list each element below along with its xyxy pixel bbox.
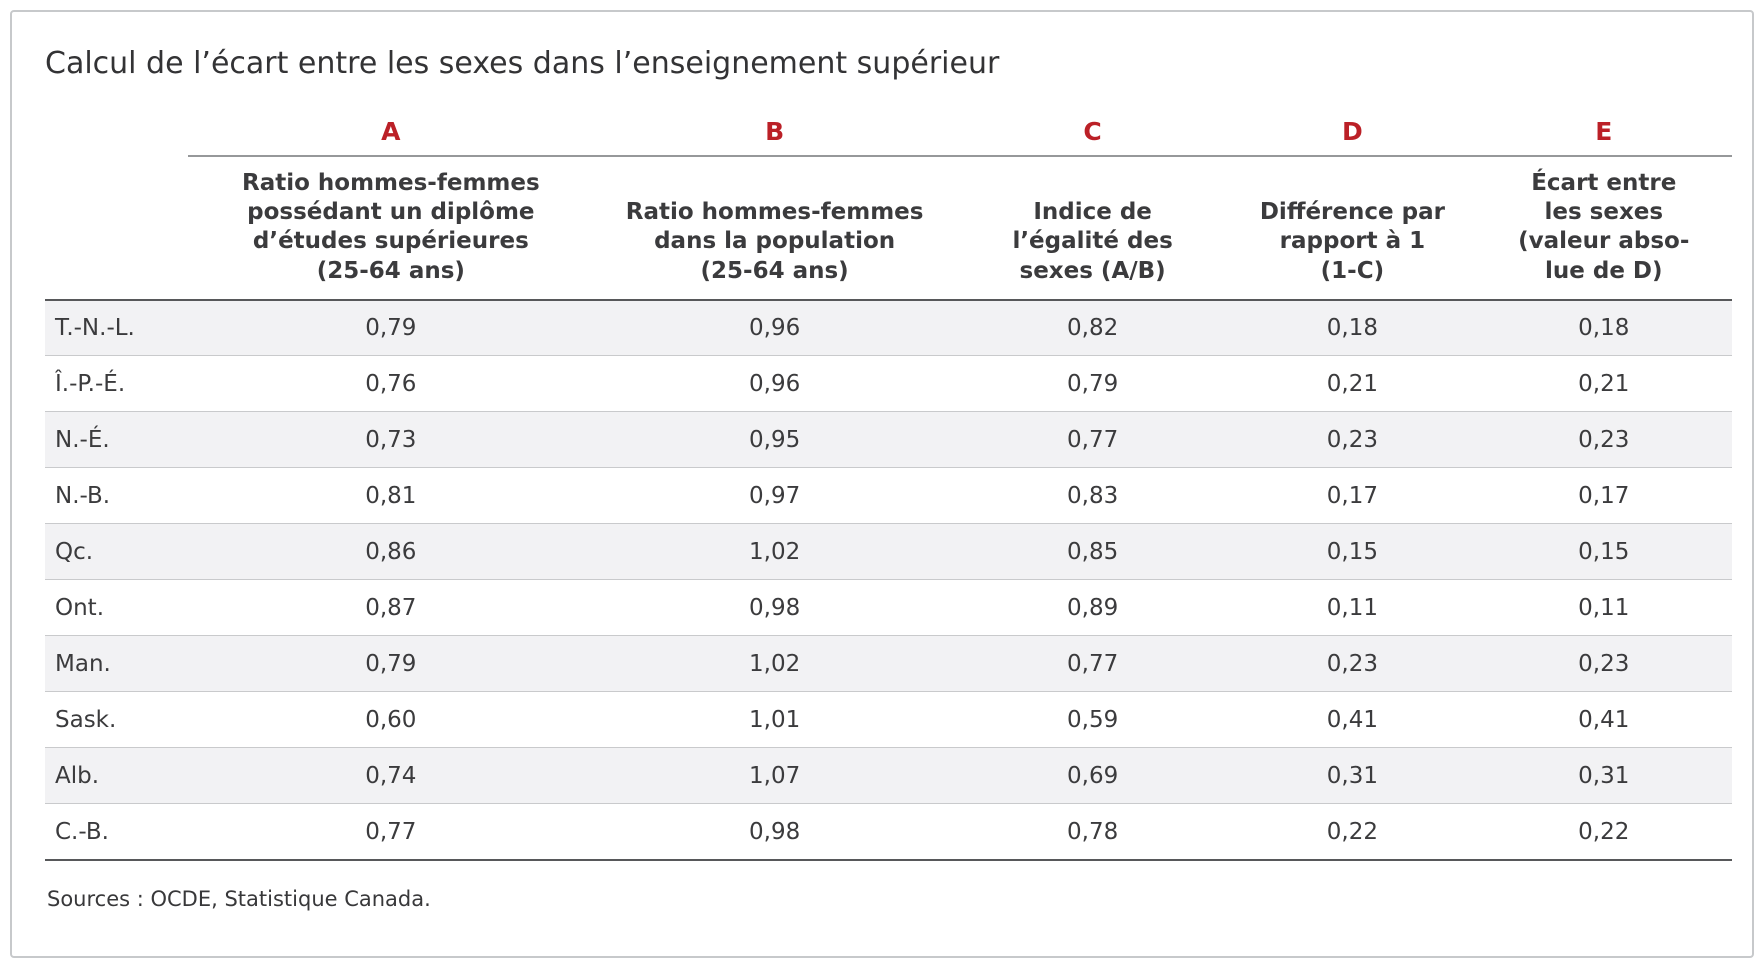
cell-value: 0,23 <box>1475 635 1732 693</box>
cell-value: 0,21 <box>1475 355 1732 413</box>
row-label: Sask. <box>45 691 189 749</box>
column-letter-a: A <box>188 109 594 157</box>
cell-value: 0,76 <box>188 355 594 413</box>
row-label: N.-B. <box>45 467 189 525</box>
table-row: Alb. 0,74 1,07 0,69 0,31 0,31 <box>45 747 1732 805</box>
figure-content: Calcul de l’écart entre les sexes dans l… <box>12 12 1752 911</box>
table-row: Î.-P.-É. 0,76 0,96 0,79 0,21 0,21 <box>45 355 1732 413</box>
cell-value: 0,79 <box>188 635 594 693</box>
table-row: Ont. 0,87 0,98 0,89 0,11 0,11 <box>45 579 1732 637</box>
table-body: T.-N.-L. 0,79 0,96 0,82 0,18 0,18 Î.-P.-É. 0,76… <box>45 299 1732 861</box>
cell-value: 0,17 <box>1229 467 1476 525</box>
corner-cell <box>45 156 189 301</box>
table-row: C.-B. 0,77 0,98 0,78 0,22 0,22 <box>45 803 1732 861</box>
source-note: Sources : OCDE, Statistique Canada. <box>47 886 431 911</box>
row-label: Qc. <box>45 523 189 581</box>
cell-value: 0,23 <box>1475 411 1732 469</box>
cell-value: 0,59 <box>955 691 1230 749</box>
gender-gap-table: A B C D E Ratio hommes-femmes possédant … <box>45 109 1732 861</box>
figure-card: Calcul de l’écart entre les sexes dans l… <box>10 10 1754 958</box>
column-letter-e: E <box>1475 109 1732 157</box>
cell-value: 0,18 <box>1229 299 1476 357</box>
column-header-e: Écart entre les sexes (valeur abso- lue … <box>1475 156 1732 301</box>
cell-value: 0,18 <box>1475 299 1732 357</box>
table-row: Sask. 0,60 1,01 0,59 0,41 0,41 <box>45 691 1732 749</box>
cell-value: 0,11 <box>1229 579 1476 637</box>
cell-value: 0,77 <box>955 411 1230 469</box>
table-row: Qc. 0,86 1,02 0,85 0,15 0,15 <box>45 523 1732 581</box>
cell-value: 1,01 <box>593 691 956 749</box>
cell-value: 0,23 <box>1229 635 1476 693</box>
table-row: N.-B. 0,81 0,97 0,83 0,17 0,17 <box>45 467 1732 525</box>
column-header-c: Indice de l’égalité des sexes (A/B) <box>955 156 1230 301</box>
column-headers-row: Ratio hommes-femmes possédant un diplôme… <box>45 156 1732 301</box>
cell-value: 0,77 <box>188 803 594 861</box>
cell-value: 0,74 <box>188 747 594 805</box>
cell-value: 0,22 <box>1475 803 1732 861</box>
cell-value: 0,69 <box>955 747 1230 805</box>
cell-value: 1,02 <box>593 523 956 581</box>
cell-value: 0,96 <box>593 355 956 413</box>
cell-value: 0,41 <box>1229 691 1476 749</box>
cell-value: 0,73 <box>188 411 594 469</box>
cell-value: 0,23 <box>1229 411 1476 469</box>
cell-value: 0,97 <box>593 467 956 525</box>
cell-value: 0,85 <box>955 523 1230 581</box>
row-label: T.-N.-L. <box>45 299 189 357</box>
cell-value: 1,02 <box>593 635 956 693</box>
row-label: N.-É. <box>45 411 189 469</box>
cell-value: 0,31 <box>1229 747 1476 805</box>
table-row: Man. 0,79 1,02 0,77 0,23 0,23 <box>45 635 1732 693</box>
table-row: N.-É. 0,73 0,95 0,77 0,23 0,23 <box>45 411 1732 469</box>
cell-value: 0,77 <box>955 635 1230 693</box>
cell-value: 0,98 <box>593 579 956 637</box>
cell-value: 0,31 <box>1475 747 1732 805</box>
cell-value: 0,95 <box>593 411 956 469</box>
corner-cell <box>45 109 188 156</box>
column-header-a: Ratio hommes-femmes possédant un diplôme… <box>188 156 594 301</box>
row-label: Man. <box>45 635 189 693</box>
column-letters-row: A B C D E <box>45 109 1732 157</box>
figure-title: Calcul de l’écart entre les sexes dans l… <box>45 46 1000 81</box>
table-row: T.-N.-L. 0,79 0,96 0,82 0,18 0,18 <box>45 299 1732 357</box>
cell-value: 0,98 <box>593 803 956 861</box>
cell-value: 0,15 <box>1475 523 1732 581</box>
cell-value: 0,21 <box>1229 355 1476 413</box>
column-letter-c: C <box>955 109 1230 157</box>
cell-value: 0,83 <box>955 467 1230 525</box>
cell-value: 0,11 <box>1475 579 1732 637</box>
column-header-b: Ratio hommes-femmes dans la population (… <box>593 156 956 301</box>
cell-value: 0,17 <box>1475 467 1732 525</box>
cell-value: 0,86 <box>188 523 594 581</box>
cell-value: 0,87 <box>188 579 594 637</box>
cell-value: 0,22 <box>1229 803 1476 861</box>
cell-value: 0,60 <box>188 691 594 749</box>
row-label: Alb. <box>45 747 189 805</box>
cell-value: 0,82 <box>955 299 1230 357</box>
cell-value: 0,78 <box>955 803 1230 861</box>
row-label: Ont. <box>45 579 189 637</box>
column-letter-b: B <box>593 109 956 157</box>
cell-value: 0,89 <box>955 579 1230 637</box>
row-label: Î.-P.-É. <box>45 355 189 413</box>
cell-value: 0,96 <box>593 299 956 357</box>
row-label: C.-B. <box>45 803 189 861</box>
cell-value: 0,15 <box>1229 523 1476 581</box>
cell-value: 1,07 <box>593 747 956 805</box>
column-header-d: Différence par rapport à 1 (1-C) <box>1229 156 1476 301</box>
cell-value: 0,79 <box>955 355 1230 413</box>
cell-value: 0,81 <box>188 467 594 525</box>
column-letter-d: D <box>1229 109 1476 157</box>
cell-value: 0,79 <box>188 299 594 357</box>
cell-value: 0,41 <box>1475 691 1732 749</box>
